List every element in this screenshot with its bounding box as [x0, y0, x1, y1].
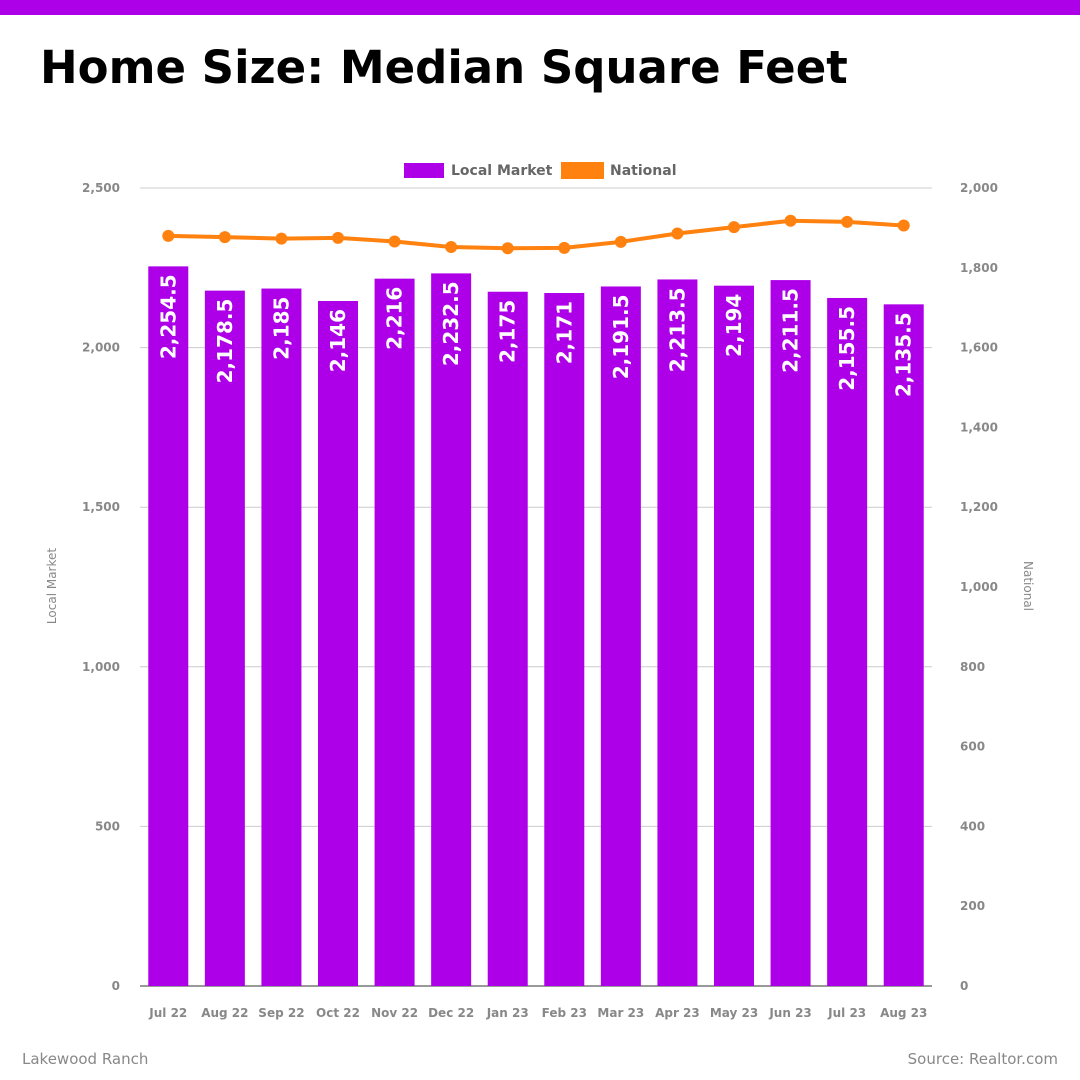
national-point: [728, 221, 740, 234]
bar-data-labels: 2,254.5 2,178.5 2,185 2,146 2,216 2,232.5 2,17…: [156, 274, 915, 397]
bar-data-label: 2,178.5: [213, 299, 237, 384]
footer-location: Lakewood Ranch: [22, 1050, 149, 1068]
bar: [487, 291, 528, 986]
bar-data-label: 2,135.5: [892, 312, 916, 397]
national-point: [332, 231, 344, 244]
legend-swatch-national: [561, 162, 604, 179]
bar-data-label: 2,191.5: [609, 294, 633, 379]
bar: [544, 293, 585, 986]
bar-data-label: 2,232.5: [439, 281, 463, 366]
x-tick-label: May 23: [710, 1006, 758, 1020]
top-accent-bar: [0, 0, 1080, 15]
national-point: [897, 219, 910, 232]
left-axis-label: Local Market: [45, 548, 59, 624]
bar: [600, 286, 641, 986]
left-axis-ticks: 0 500 1,000 1,500 2,000 2,500: [82, 181, 120, 993]
bar-data-label: 2,254.5: [156, 274, 180, 359]
left-tick-label: 2,000: [82, 341, 120, 355]
x-tick-label: Nov 22: [371, 1006, 418, 1020]
bar: [204, 290, 245, 986]
right-tick-label: 1,200: [960, 500, 998, 514]
page-title: Home Size: Median Square Feet: [40, 41, 848, 94]
national-line: [168, 218, 904, 251]
national-point: [162, 229, 175, 242]
national-point: [445, 241, 458, 254]
bar-data-label: 2,211.5: [779, 288, 803, 373]
x-tick-label: Aug 22: [201, 1006, 248, 1020]
legend-swatch-local: [404, 163, 444, 178]
national-point: [558, 241, 571, 254]
national-point: [501, 242, 514, 255]
national-point: [388, 235, 401, 248]
bar: [261, 288, 302, 987]
national-point: [275, 232, 288, 245]
bar-data-label: 2,216: [383, 287, 407, 350]
x-tick-label: Oct 22: [316, 1006, 360, 1020]
bar: [770, 280, 811, 986]
legend-label-national: National: [610, 163, 677, 179]
right-tick-label: 200: [960, 899, 985, 913]
left-tick-label: 2,500: [82, 181, 120, 195]
legend-label-local: Local Market: [451, 163, 553, 179]
x-tick-label: Apr 23: [655, 1006, 700, 1020]
x-tick-label: Dec 22: [428, 1006, 474, 1020]
bar-data-label: 2,185: [269, 297, 293, 360]
left-tick-label: 1,500: [82, 500, 120, 514]
left-tick-label: 500: [95, 819, 120, 833]
national-point: [614, 235, 627, 248]
bar: [431, 273, 472, 986]
right-tick-label: 400: [960, 819, 985, 833]
bar-data-label: 2,175: [496, 300, 520, 363]
right-tick-label: 1,600: [960, 341, 998, 355]
right-tick-label: 1,400: [960, 420, 998, 434]
footer-source: Source: Realtor.com: [907, 1050, 1058, 1068]
right-tick-label: 600: [960, 740, 985, 754]
x-tick-label: Feb 23: [542, 1006, 587, 1020]
bar: [714, 285, 754, 987]
left-tick-label: 1,000: [82, 660, 120, 674]
x-tick-label: Mar 23: [597, 1006, 644, 1020]
bar-data-label: 2,213.5: [665, 287, 689, 372]
bar-series-local-market: [148, 266, 924, 987]
national-point: [784, 214, 797, 227]
x-tick-label: Jul 23: [827, 1006, 866, 1020]
line-series-national: [162, 214, 910, 255]
x-tick-label: Jan 23: [486, 1006, 529, 1020]
right-tick-label: 800: [960, 660, 985, 674]
national-point: [218, 231, 231, 244]
bar: [148, 266, 189, 986]
bar: [374, 278, 415, 986]
x-tick-label: Sep 22: [258, 1006, 304, 1020]
national-point: [841, 215, 854, 228]
x-tick-label: Aug 23: [880, 1006, 927, 1020]
x-tick-label: Jul 22: [148, 1006, 187, 1020]
bar: [883, 304, 924, 986]
x-axis-ticks: Jul 22 Aug 22 Sep 22 Oct 22 Nov 22 Dec 22 Jan …: [148, 1006, 927, 1020]
right-axis-label: National: [1021, 561, 1035, 611]
gridlines: [140, 187, 932, 987]
bar-data-label: 2,146: [326, 309, 350, 372]
bar-data-label: 2,171: [552, 301, 576, 364]
bar-data-label: 2,155.5: [835, 306, 859, 391]
bar: [827, 297, 868, 987]
right-axis-ticks: 0 200 400 600 800 1,000 1,200 1,400 1,600 1,800 2,…: [960, 181, 998, 993]
bar: [657, 279, 698, 986]
left-tick-label: 0: [112, 979, 120, 993]
right-tick-label: 0: [960, 979, 968, 993]
bar-data-label: 2,194: [722, 294, 746, 357]
right-tick-label: 1,000: [960, 580, 998, 594]
right-tick-label: 2,000: [960, 181, 998, 195]
legend: Local Market National: [404, 162, 677, 179]
bar: [318, 300, 358, 986]
right-tick-label: 1,800: [960, 261, 998, 275]
national-point: [671, 227, 684, 240]
x-tick-label: Jun 23: [768, 1006, 811, 1020]
